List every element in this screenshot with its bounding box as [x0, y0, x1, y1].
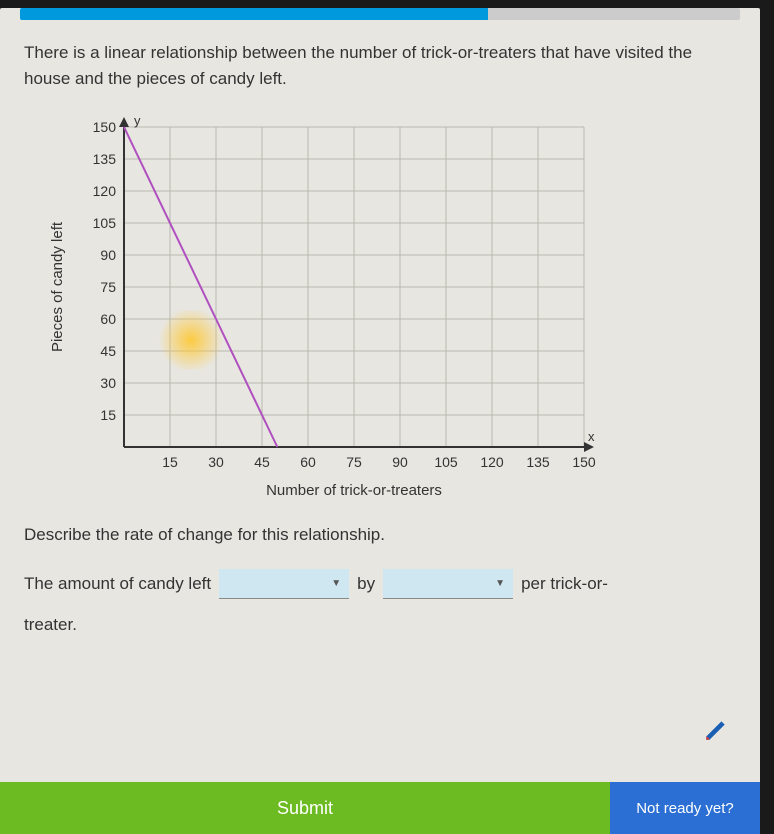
progress-bar [20, 8, 740, 20]
problem-text: There is a linear relationship between t… [24, 40, 736, 91]
answer-row: The amount of candy left ▼ by ▼ per tric… [24, 569, 736, 599]
svg-text:15: 15 [162, 454, 178, 470]
svg-text:30: 30 [100, 375, 116, 391]
scratchpad-button[interactable] [702, 716, 730, 744]
svg-text:45: 45 [100, 343, 116, 359]
svg-text:120: 120 [480, 454, 504, 470]
answer-mid: by [357, 574, 375, 594]
not-ready-button[interactable]: Not ready yet? [610, 782, 760, 834]
answer-prefix: The amount of candy left [24, 574, 211, 594]
svg-text:105: 105 [434, 454, 458, 470]
svg-text:135: 135 [526, 454, 550, 470]
amount-dropdown[interactable]: ▼ [383, 569, 513, 599]
answer-tail: treater. [24, 615, 736, 635]
svg-text:150: 150 [572, 454, 596, 470]
svg-text:135: 135 [93, 151, 117, 167]
candy-chart: y x 15 30 45 60 75 90 105 120 135 150 15 30 45 60 75 90 10… [44, 107, 604, 507]
pencil-icon [703, 717, 729, 743]
svg-text:120: 120 [93, 183, 117, 199]
svg-text:y: y [134, 113, 141, 128]
svg-text:30: 30 [208, 454, 224, 470]
answer-suffix: per trick-or- [521, 574, 608, 594]
svg-text:60: 60 [300, 454, 316, 470]
direction-dropdown[interactable]: ▼ [219, 569, 349, 599]
chevron-down-icon: ▼ [331, 578, 341, 589]
svg-text:90: 90 [100, 247, 116, 263]
svg-text:15: 15 [100, 407, 116, 423]
svg-text:75: 75 [346, 454, 362, 470]
svg-text:45: 45 [254, 454, 270, 470]
svg-text:Pieces of candy left: Pieces of candy left [49, 221, 66, 352]
chevron-down-icon: ▼ [495, 578, 505, 589]
submit-button[interactable]: Submit [0, 782, 610, 834]
svg-text:90: 90 [392, 454, 408, 470]
question-text: Describe the rate of change for this rel… [24, 525, 736, 545]
svg-text:105: 105 [93, 215, 117, 231]
svg-text:x: x [588, 429, 595, 444]
svg-text:75: 75 [100, 279, 116, 295]
svg-text:60: 60 [100, 311, 116, 327]
svg-text:150: 150 [93, 119, 117, 135]
svg-text:Number of trick-or-treaters: Number of trick-or-treaters [266, 482, 442, 499]
